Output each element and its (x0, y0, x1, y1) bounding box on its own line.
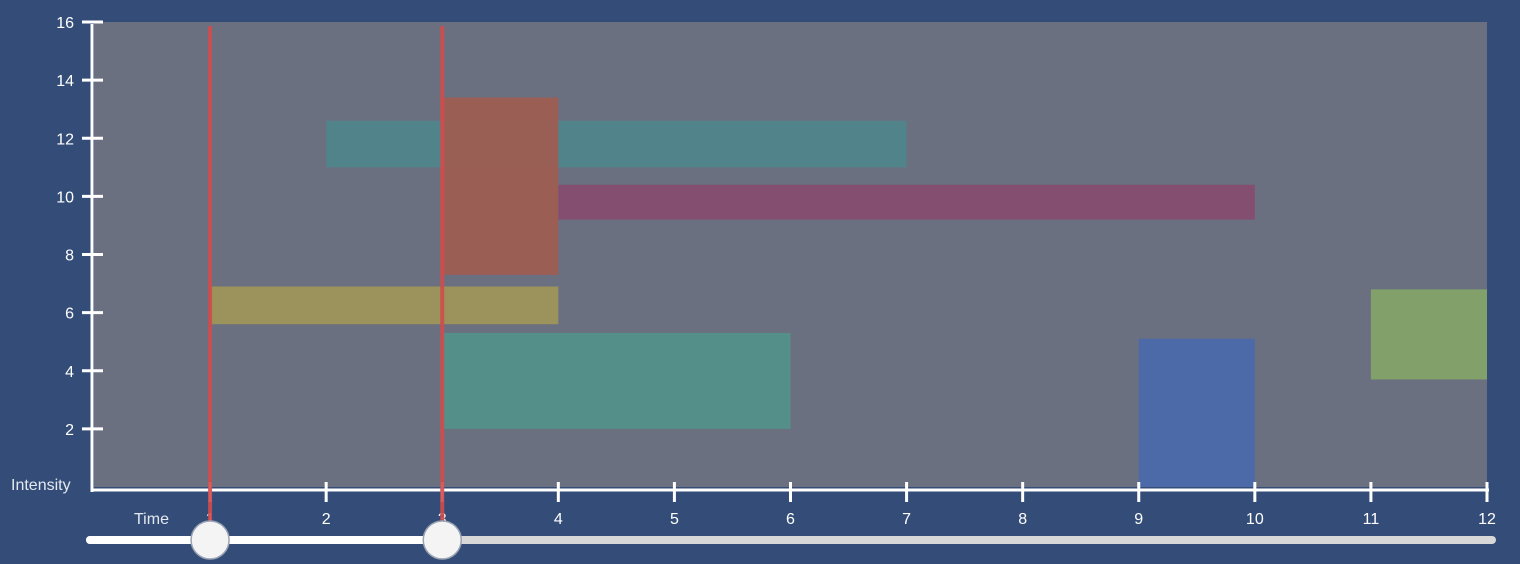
slider-handle-start[interactable] (190, 520, 230, 560)
y-tick-label: 12 (56, 131, 74, 148)
x-tick-label: 4 (554, 511, 563, 528)
x-axis-title: Time (134, 511, 169, 528)
x-axis: 123456789101112 (91, 482, 1496, 528)
x-tick-label: 2 (322, 511, 331, 528)
interval-bar-1[interactable] (326, 120, 907, 168)
x-tick-label: 10 (1246, 511, 1264, 528)
y-tick-label: 2 (65, 422, 74, 439)
y-tick-label: 8 (65, 248, 74, 265)
y-tick-label: 4 (65, 364, 74, 381)
range-slider (86, 520, 1496, 560)
y-tick-label: 16 (56, 15, 74, 32)
slider-selected-range (86, 536, 443, 544)
y-axis: 2 4 6 8 10 12 14 16 (56, 15, 103, 492)
x-tick-label: 8 (1018, 511, 1027, 528)
interval-bar-3[interactable] (558, 184, 1255, 220)
x-tick-label: 12 (1478, 511, 1496, 528)
range-markers (208, 26, 445, 545)
y-tick-label: 6 (65, 306, 74, 323)
y-axis-title: Intensity (11, 477, 71, 494)
interval-bar-2[interactable] (442, 97, 559, 275)
x-tick-label: 6 (786, 511, 795, 528)
interval-bars (210, 97, 1487, 487)
interval-bar-5[interactable] (442, 332, 791, 429)
x-tick-label: 11 (1363, 511, 1380, 528)
interval-bar-4[interactable] (210, 286, 559, 325)
x-tick-label: 5 (670, 511, 679, 528)
y-ticks: 2 4 6 8 10 12 14 16 (56, 15, 103, 439)
y-tick-label: 14 (56, 73, 74, 90)
x-tick-label: 7 (902, 511, 911, 528)
y-tick-label: 10 (56, 189, 74, 206)
interval-bar-6[interactable] (1138, 338, 1255, 487)
interval-bar-7[interactable] (1370, 289, 1487, 380)
x-tick-label: 9 (1134, 511, 1143, 528)
slider-handle-end[interactable] (422, 520, 462, 560)
